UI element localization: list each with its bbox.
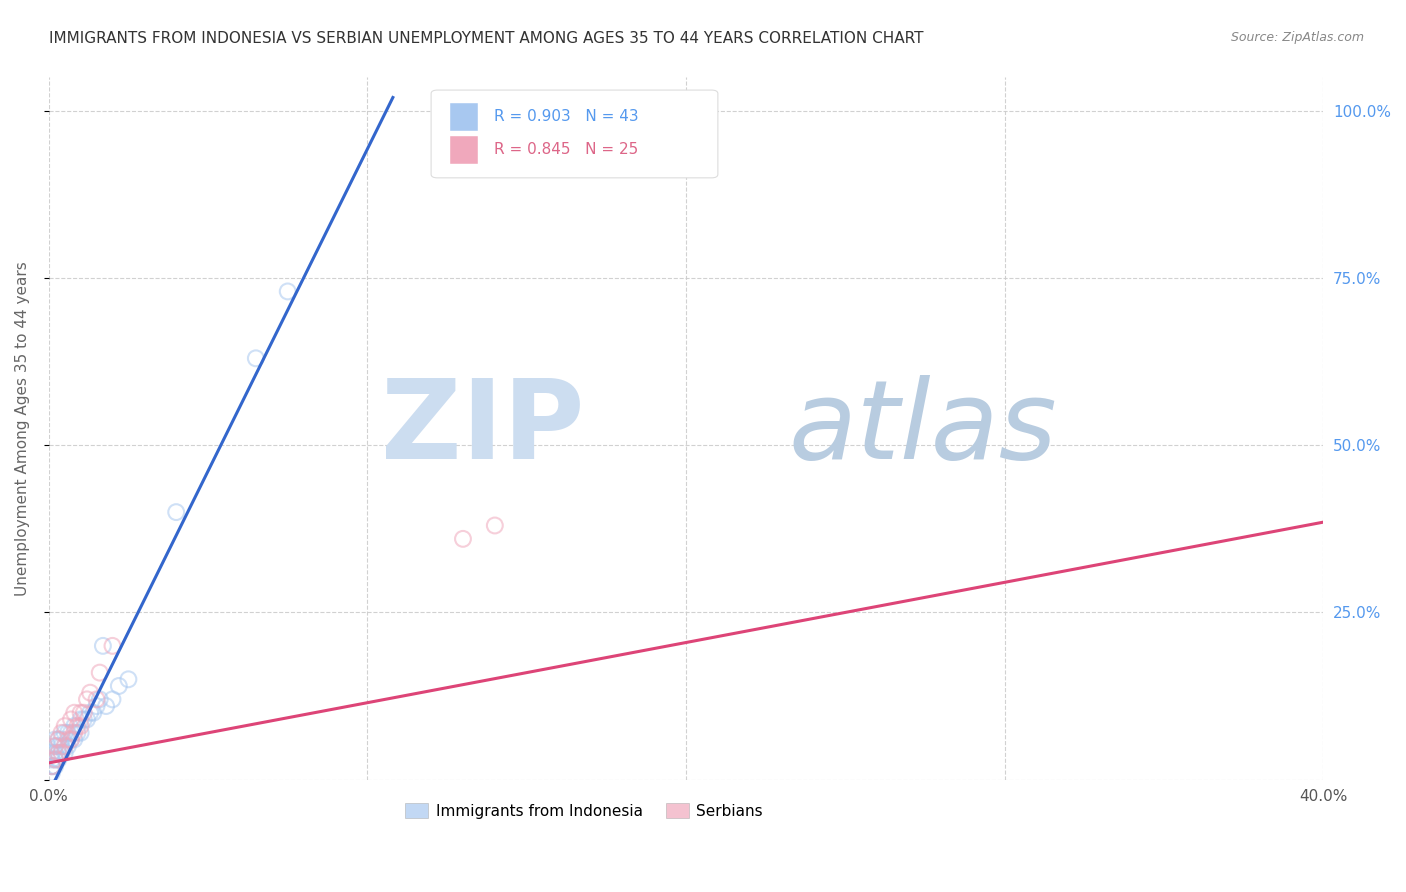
Point (73, 713, 96, 727)
FancyBboxPatch shape (450, 136, 478, 164)
FancyBboxPatch shape (432, 90, 718, 178)
Point (86, 692, 108, 706)
Point (56, 726, 79, 740)
Point (46, 746, 69, 760)
Point (66, 719, 89, 733)
Point (51, 726, 73, 740)
Point (165, 505, 187, 519)
Point (51, 746, 73, 760)
Text: ZIP: ZIP (381, 375, 583, 482)
Y-axis label: Unemployment Among Ages 35 to 44 years: Unemployment Among Ages 35 to 44 years (15, 261, 30, 596)
Text: Source: ZipAtlas.com: Source: ZipAtlas.com (1230, 31, 1364, 45)
Point (44, 732, 66, 747)
Point (46, 746, 69, 760)
Point (53, 739, 76, 754)
Point (44, 739, 66, 754)
Legend: Immigrants from Indonesia, Serbians: Immigrants from Indonesia, Serbians (399, 797, 769, 824)
Point (101, 639, 124, 653)
Point (117, 673, 139, 687)
Point (63, 719, 86, 733)
Point (79, 686, 101, 700)
Point (60, 713, 83, 727)
Point (60, 732, 83, 747)
Point (44, 739, 66, 754)
Point (69, 706, 91, 720)
Point (108, 679, 131, 693)
Point (69, 713, 91, 727)
Point (484, 518, 506, 533)
Point (44, 753, 66, 767)
Point (44, 759, 66, 773)
Point (73, 706, 96, 720)
Point (63, 706, 86, 720)
Point (41, 759, 63, 773)
Point (51, 739, 73, 754)
Point (53, 746, 76, 760)
Text: R = 0.845   N = 25: R = 0.845 N = 25 (494, 142, 638, 157)
Point (46, 753, 69, 767)
Point (41, 753, 63, 767)
Point (89, 692, 111, 706)
Point (63, 726, 86, 740)
Point (451, 532, 474, 546)
Point (51, 746, 73, 760)
Point (44, 746, 66, 760)
Point (89, 665, 111, 680)
Point (44, 753, 66, 767)
Point (46, 732, 69, 747)
Point (82, 706, 104, 720)
FancyBboxPatch shape (450, 103, 478, 131)
Point (41, 759, 63, 773)
Point (46, 732, 69, 747)
Point (41, 746, 63, 760)
Text: R = 0.903   N = 43: R = 0.903 N = 43 (494, 109, 638, 124)
Point (277, 285, 299, 299)
Text: IMMIGRANTS FROM INDONESIA VS SERBIAN UNEMPLOYMENT AMONG AGES 35 TO 44 YEARS CORR: IMMIGRANTS FROM INDONESIA VS SERBIAN UNE… (49, 31, 924, 46)
Point (94, 699, 117, 714)
Point (63, 732, 86, 747)
Point (41, 759, 63, 773)
Point (69, 719, 91, 733)
Point (76, 713, 98, 727)
Point (46, 739, 69, 754)
Point (66, 726, 89, 740)
Point (60, 732, 83, 747)
Text: atlas: atlas (787, 375, 1056, 482)
Point (60, 726, 83, 740)
Point (101, 692, 124, 706)
Point (69, 726, 91, 740)
Point (76, 692, 98, 706)
Point (53, 739, 76, 754)
Point (56, 739, 79, 754)
Point (245, 351, 267, 366)
Point (91, 639, 114, 653)
Point (56, 732, 79, 747)
Point (53, 719, 76, 733)
Point (86, 699, 108, 714)
Point (41, 766, 63, 780)
Point (53, 726, 76, 740)
Point (79, 706, 101, 720)
Point (51, 732, 73, 747)
